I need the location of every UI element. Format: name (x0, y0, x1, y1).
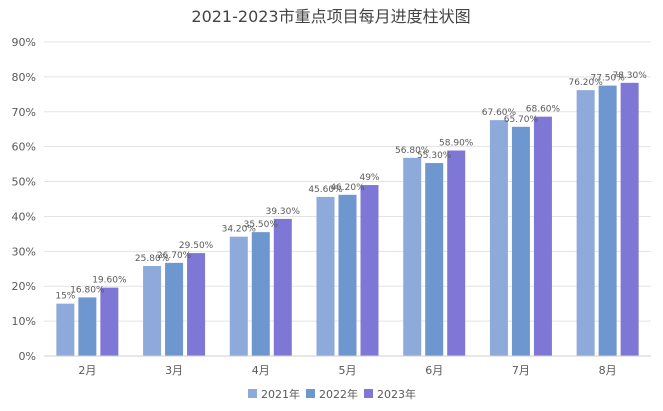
data-label: 67.60% (482, 108, 517, 118)
data-label: 65.70% (504, 115, 539, 125)
legend-label: 2021年 (261, 387, 300, 401)
legend-label: 2022年 (319, 387, 358, 401)
x-tick-label: 3月 (165, 364, 183, 377)
data-label: 45.60% (308, 185, 343, 195)
bar (143, 265, 162, 356)
data-label: 39.30% (266, 207, 301, 217)
data-label: 56.80% (395, 146, 430, 156)
legend-item: 2022年 (306, 387, 358, 401)
data-label: 58.90% (439, 139, 474, 149)
legend-item: 2021年 (248, 387, 300, 401)
bar (403, 157, 422, 356)
data-label: 55.30% (417, 151, 452, 161)
y-tick-label: 60% (12, 141, 36, 154)
bar (489, 120, 508, 356)
bar (425, 163, 444, 356)
legend-swatch (306, 389, 315, 398)
x-tick-label: 4月 (252, 364, 270, 377)
bar (78, 297, 97, 356)
y-tick-label: 80% (12, 71, 36, 84)
x-tick-label: 2月 (78, 364, 96, 377)
legend-swatch (364, 389, 373, 398)
y-tick-label: 70% (12, 106, 36, 119)
data-label: 15% (55, 292, 75, 302)
data-label: 19.60% (92, 276, 127, 286)
y-tick-label: 10% (12, 315, 36, 328)
data-label: 26.70% (157, 251, 192, 261)
bar (620, 82, 639, 356)
legend-label: 2023年 (377, 387, 416, 401)
bar (316, 196, 335, 356)
bars (56, 82, 639, 356)
data-label: 29.50% (179, 241, 214, 251)
data-label: 68.60% (526, 105, 561, 115)
data-label: 46.20% (330, 183, 365, 193)
data-label: 35.50% (244, 220, 279, 230)
bar (273, 218, 292, 356)
x-tick-label: 8月 (599, 364, 617, 377)
bar (360, 185, 379, 356)
y-tick-label: 30% (12, 245, 36, 258)
bar (511, 126, 530, 356)
x-tick-label: 5月 (339, 364, 357, 377)
data-label: 25.80% (135, 254, 170, 264)
x-tick-label: 6月 (425, 364, 443, 377)
bar (251, 232, 270, 356)
x-tick-label: 7月 (512, 364, 530, 377)
legend-swatch (248, 389, 257, 398)
y-axis-ticks: 0% 10% 20% 30% 40% 50% 60% 70% 80% 90% (12, 36, 36, 363)
data-labels: 15%16.80%19.60%25.80%26.70%29.50%34.20%3… (55, 71, 647, 302)
bar (576, 90, 595, 356)
bar (598, 85, 617, 356)
data-label: 77.50% (590, 74, 625, 84)
data-label: 78.30% (612, 71, 647, 81)
bar (533, 116, 552, 356)
bar (338, 194, 357, 356)
data-label: 34.20% (222, 225, 257, 235)
bar (56, 303, 75, 356)
legend: 2021年 2022年 2023年 (248, 387, 416, 401)
bar (447, 150, 466, 356)
data-label: 49% (359, 173, 379, 183)
y-tick-label: 50% (12, 176, 36, 189)
y-tick-label: 90% (12, 36, 36, 49)
bar (100, 287, 119, 356)
y-tick-label: 40% (12, 210, 36, 223)
y-tick-label: 20% (12, 280, 36, 293)
bar (229, 236, 248, 356)
y-tick-label: 0% (19, 350, 36, 363)
x-axis-ticks: 2月 3月 4月 5月 6月 7月 8月 (78, 364, 616, 377)
bar (187, 253, 206, 356)
bar (165, 262, 184, 356)
data-label: 76.20% (568, 78, 603, 88)
data-label: 16.80% (70, 285, 105, 295)
legend-item: 2023年 (364, 387, 416, 401)
chart-title: 2021-2023市重点项目每月进度柱状图 (191, 7, 470, 26)
